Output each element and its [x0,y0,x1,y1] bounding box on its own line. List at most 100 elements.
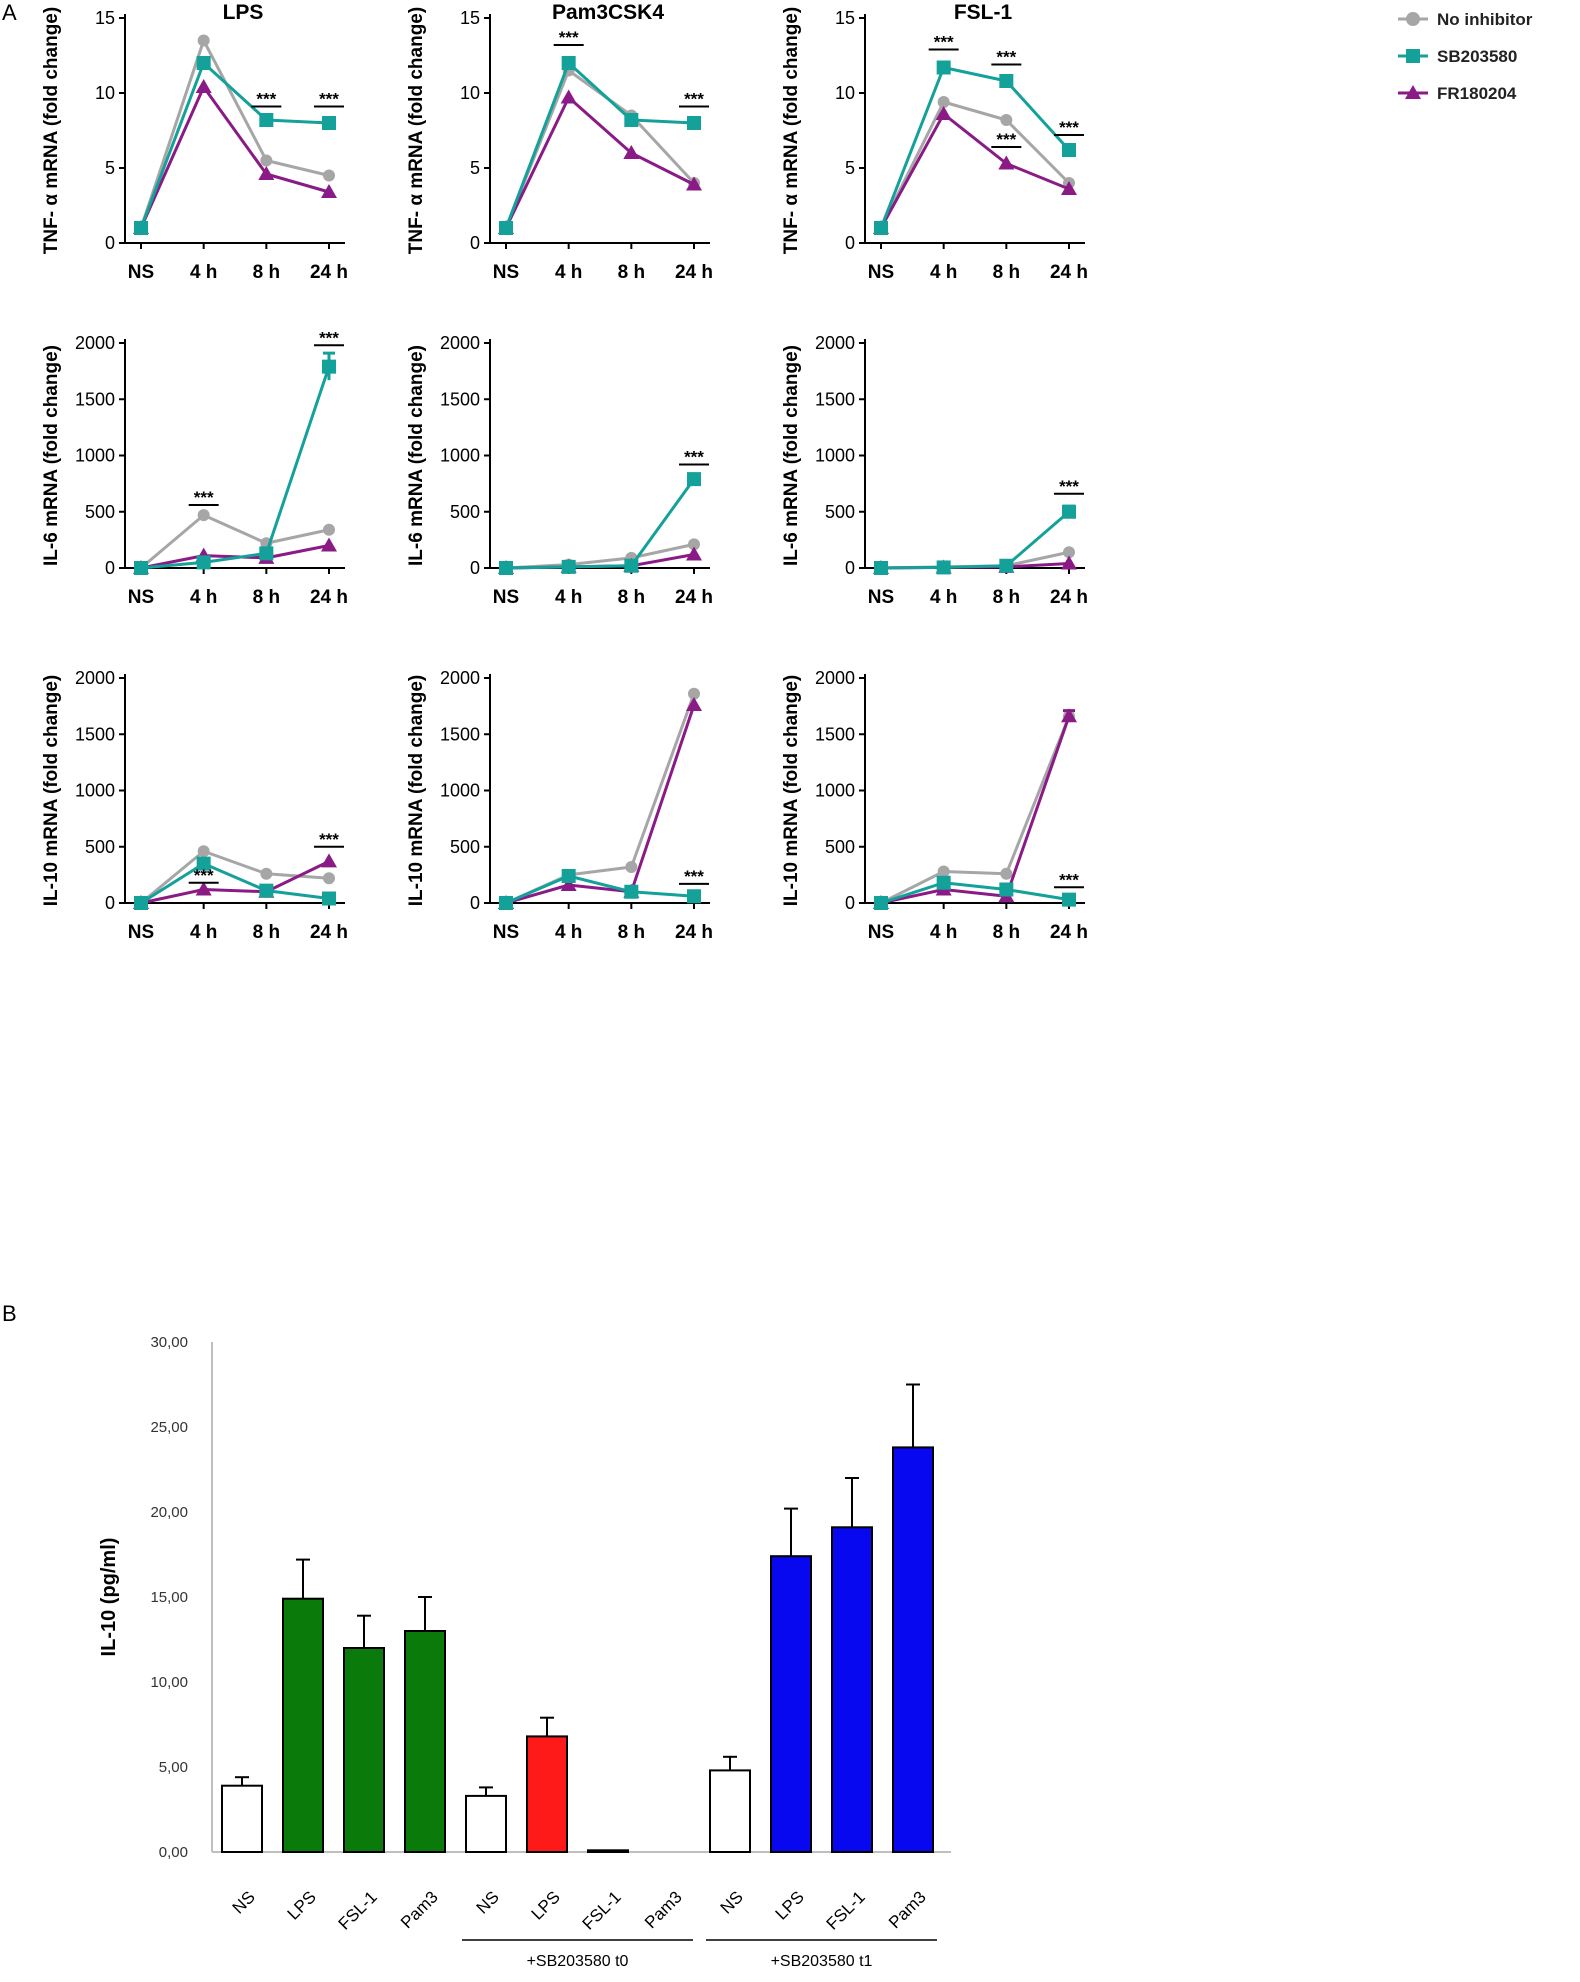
data-point-sb203580 [259,113,274,127]
series-line-no-inhibitor [504,69,696,229]
y-tick-label: 500 [450,837,480,857]
y-tick-label: 0 [845,233,855,253]
y-axis-label: TNF- α mRNA (fold change) [406,7,427,254]
data-point-sb203580 [196,856,211,871]
series-line-no-inhibitor [505,542,695,570]
data-point-sb203580 [999,882,1014,897]
panel-label-a: A [2,0,17,25]
y-axis-label: IL-10 mRNA (fold change) [41,675,62,907]
y-tick-label: 2000 [440,668,480,688]
data-point-no-inhibitor [197,509,210,522]
y-tick-label: 1500 [75,389,115,409]
data-point-fr180204 [195,881,212,896]
y-tick-label: 1500 [815,389,855,409]
data-point-sb203580 [134,896,148,910]
y-tick-label: 2000 [815,333,855,353]
legend-item-sb203580: SB203580 [1398,47,1517,66]
x-tick-label: 24 h [310,262,348,283]
data-point-sb203580 [624,113,639,127]
y-tick-label: 500 [825,502,855,522]
data-point-sb203580 [999,74,1014,88]
data-point-no-inhibitor [625,861,638,873]
y-tick-label: 1000 [75,446,115,466]
data-point-sb203580 [134,561,148,575]
data-point-no-inhibitor [937,865,950,878]
y-tick-label: 10 [835,83,855,103]
data-point-sb203580 [322,359,336,374]
data-point-sb203580 [874,221,888,235]
x-tick-label: NS [128,262,154,283]
data-point-sb203580 [499,561,513,575]
data-point-fr180204 [258,166,275,180]
significance-stars: *** [194,866,214,885]
y-tick-label: 0 [105,558,115,578]
data-point-sb203580 [499,221,513,235]
series-line-no-inhibitor [140,513,330,570]
legend-item-fr180204: FR180204 [1398,84,1517,103]
legend-item-no-inhibitor: No inhibitor [1398,10,1533,29]
y-tick-label: 5 [845,158,855,178]
bar-7 [587,1849,629,1854]
data-point-fr180204 [560,89,577,104]
y-tick-label: 0,00 [159,1844,188,1861]
data-point-no-inhibitor [323,523,335,536]
x-tick-label: NS [493,922,519,943]
significance-stars: *** [194,488,214,507]
y-tick-label: 30,00 [150,1334,188,1351]
y-tick-label: 1500 [440,389,480,409]
data-point-sb203580 [196,56,211,70]
x-category-label: FSL-1 [335,1887,381,1933]
data-point-sb203580 [874,896,888,910]
series-line-no-inhibitor [139,39,330,229]
series-line-sb203580 [140,862,330,905]
chart-tnf-lps: 0 5 10 15 NS 4 h 8 h 24 h TNF- α mRNA (fold chan… [41,1,348,283]
y-tick-label: 0 [845,558,855,578]
x-tick-label: 8 h [253,587,280,608]
y-tick-label: 1500 [815,724,855,744]
x-tick-label: 24 h [1050,922,1088,943]
chart-il6-fsl: 0 500 1000 1500 2000 NS 4 h 8 h 24 h IL-6 mRNA (f… [781,333,1088,608]
significance-stars: *** [319,328,339,347]
y-axis-label: IL-6 mRNA (fold change) [406,345,427,566]
legend-label-fr180204: FR180204 [1437,84,1517,103]
series-line-fr180204 [140,860,330,905]
chart-il6-pam3: 0 500 1000 1500 2000 NS 4 h 8 h 24 h IL-6 mRNA (f… [406,333,713,608]
y-tick-label: 1000 [815,781,855,801]
bar-5 [465,1794,507,1854]
x-tick-label: NS [128,587,154,608]
data-point-sb203580 [259,546,274,561]
data-point-sb203580 [1062,504,1076,519]
data-point-sb203580 [134,221,148,235]
group-label: +SB203580 t1 [771,1953,873,1970]
significance-stars: *** [996,130,1016,149]
bar-12 [892,1446,934,1854]
data-point-fr180204 [1061,555,1077,570]
data-point-no-inhibitor [260,867,273,880]
data-point-sb203580 [624,558,639,573]
y-axis-label: TNF- α mRNA (fold change) [41,7,62,254]
y-tick-label: 10 [460,83,480,103]
y-tick-label: 1500 [440,724,480,744]
y-tick-label: 15 [835,8,855,28]
y-tick-label: 1500 [75,724,115,744]
series-line-fr180204 [139,85,330,229]
data-point-sb203580 [687,472,701,487]
data-point-no-inhibitor [1000,867,1013,880]
y-tick-label: 2000 [75,333,115,353]
series-line-sb203580 [880,510,1070,570]
y-tick-label: 1000 [440,781,480,801]
x-tick-label: 8 h [618,587,645,608]
series-line-sb203580 [879,66,1071,229]
significance-stars: *** [684,90,704,109]
x-tick-label: 8 h [618,262,645,283]
panel-title: LPS [223,1,264,24]
data-point-fr180204 [686,176,702,191]
legend-marker-fr180204 [1405,85,1421,99]
line-charts: 0 5 10 15 NS 4 h 8 h 24 h TNF- α mRNA (fold chan… [41,1,1088,943]
x-tick-label: 4 h [930,587,957,608]
y-tick-label: 500 [85,837,115,857]
data-point-no-inhibitor [323,169,335,182]
x-tick-label: 8 h [993,262,1020,283]
data-point-no-inhibitor [197,34,210,47]
y-tick-label: 10 [95,83,115,103]
